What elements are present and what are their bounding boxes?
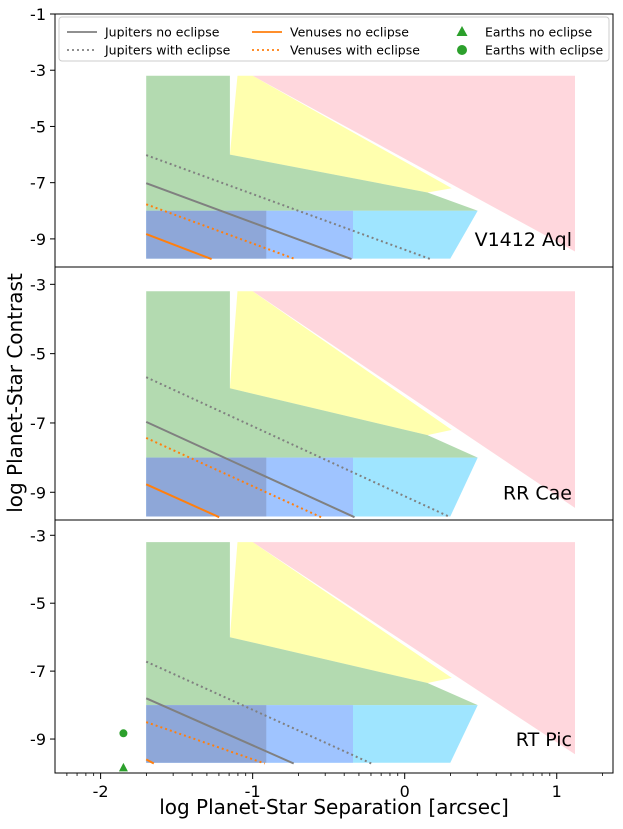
- green-region: [146, 542, 478, 706]
- x-axis: -2 -1 0 1: [66, 773, 603, 801]
- series-venuses-no-eclipse: [145, 233, 212, 261]
- legend-label: Venuses no eclipse: [290, 25, 409, 40]
- y-tick-label: -5: [30, 345, 46, 364]
- panels-layer: -1 -3 -5 -7 -9 V1412 Aql -3 -5 -7 -9 RR Cae -3 -5 -7 -…: [30, 5, 614, 774]
- legend-label: Earths no eclipse: [485, 25, 593, 40]
- legend-swatch: [456, 26, 468, 36]
- panel-name: RT Pic: [516, 729, 572, 751]
- y-tick-label: -5: [30, 594, 46, 613]
- x-tick-label: 1: [552, 782, 562, 801]
- marker-earths-no-eclipse: [118, 762, 128, 772]
- x-axis-label: log Planet-Star Separation [arcsec]: [159, 795, 509, 819]
- panel-rt-pic: [118, 542, 575, 772]
- x-tick-label: 0: [400, 782, 410, 801]
- marker-earths-with-eclipse: [119, 729, 128, 738]
- series-venuses-no-eclipse: [145, 483, 220, 519]
- green-region: [146, 75, 478, 211]
- legend-label: Venuses with eclipse: [290, 43, 420, 58]
- legend-box: [58, 16, 610, 62]
- series-jupiters-no-eclipse: [145, 420, 355, 519]
- y-tick-label: -3: [30, 526, 46, 545]
- panel-rr-cae: [145, 291, 575, 519]
- steel-region: [146, 457, 267, 517]
- y-tick-label: -7: [30, 662, 46, 681]
- y-tick-label: -3: [30, 61, 46, 80]
- y-tick-label: -9: [30, 483, 46, 502]
- y-axis-label: log Planet-Star Contrast: [3, 273, 27, 513]
- steel-region: [146, 210, 267, 259]
- x-tick-label: -1: [245, 782, 261, 801]
- y-tick-label: -7: [30, 414, 46, 433]
- y-tick-label: -5: [30, 117, 46, 136]
- y-tick-label: -9: [30, 230, 46, 249]
- series-venuses-with-eclipse: [145, 203, 296, 261]
- yellow-region: [229, 291, 452, 436]
- legend-swatch: [457, 45, 467, 55]
- yellow-region: [229, 542, 452, 683]
- series-jupiters-with-eclipse: [145, 660, 372, 765]
- series-venuses-with-eclipse: [145, 721, 266, 765]
- y-tick-label: -3: [30, 275, 46, 294]
- series-jupiters-no-eclipse: [145, 697, 295, 765]
- series-venuses-with-eclipse: [145, 436, 322, 519]
- series-jupiters-with-eclipse: [145, 154, 431, 261]
- panel-name: V1412 Aql: [475, 229, 572, 251]
- panel-frame: [54, 519, 614, 774]
- legend: Jupiters no eclipse Jupiters with eclipse…: [58, 16, 610, 62]
- series-jupiters-no-eclipse: [145, 182, 352, 261]
- y-tick-label: -1: [30, 5, 46, 24]
- yellow-region: [229, 75, 452, 193]
- x-tick-label: -2: [93, 782, 109, 801]
- panel-name: RR Cae: [503, 482, 572, 504]
- y-tick-label: -7: [30, 174, 46, 193]
- steel-region: [146, 705, 267, 763]
- legend-label: Jupiters with eclipse: [104, 43, 231, 58]
- y-tick-label: -9: [30, 730, 46, 749]
- pink-region: [252, 542, 575, 755]
- pink-region: [252, 291, 575, 508]
- series-venuses-no-eclipse: [145, 758, 155, 765]
- pink-region: [252, 75, 575, 252]
- legend-label: Jupiters no eclipse: [104, 25, 220, 40]
- series-jupiters-with-eclipse: [145, 376, 451, 519]
- panel-v1412-aql: [145, 75, 575, 261]
- legend-label: Earths with eclipse: [485, 43, 603, 58]
